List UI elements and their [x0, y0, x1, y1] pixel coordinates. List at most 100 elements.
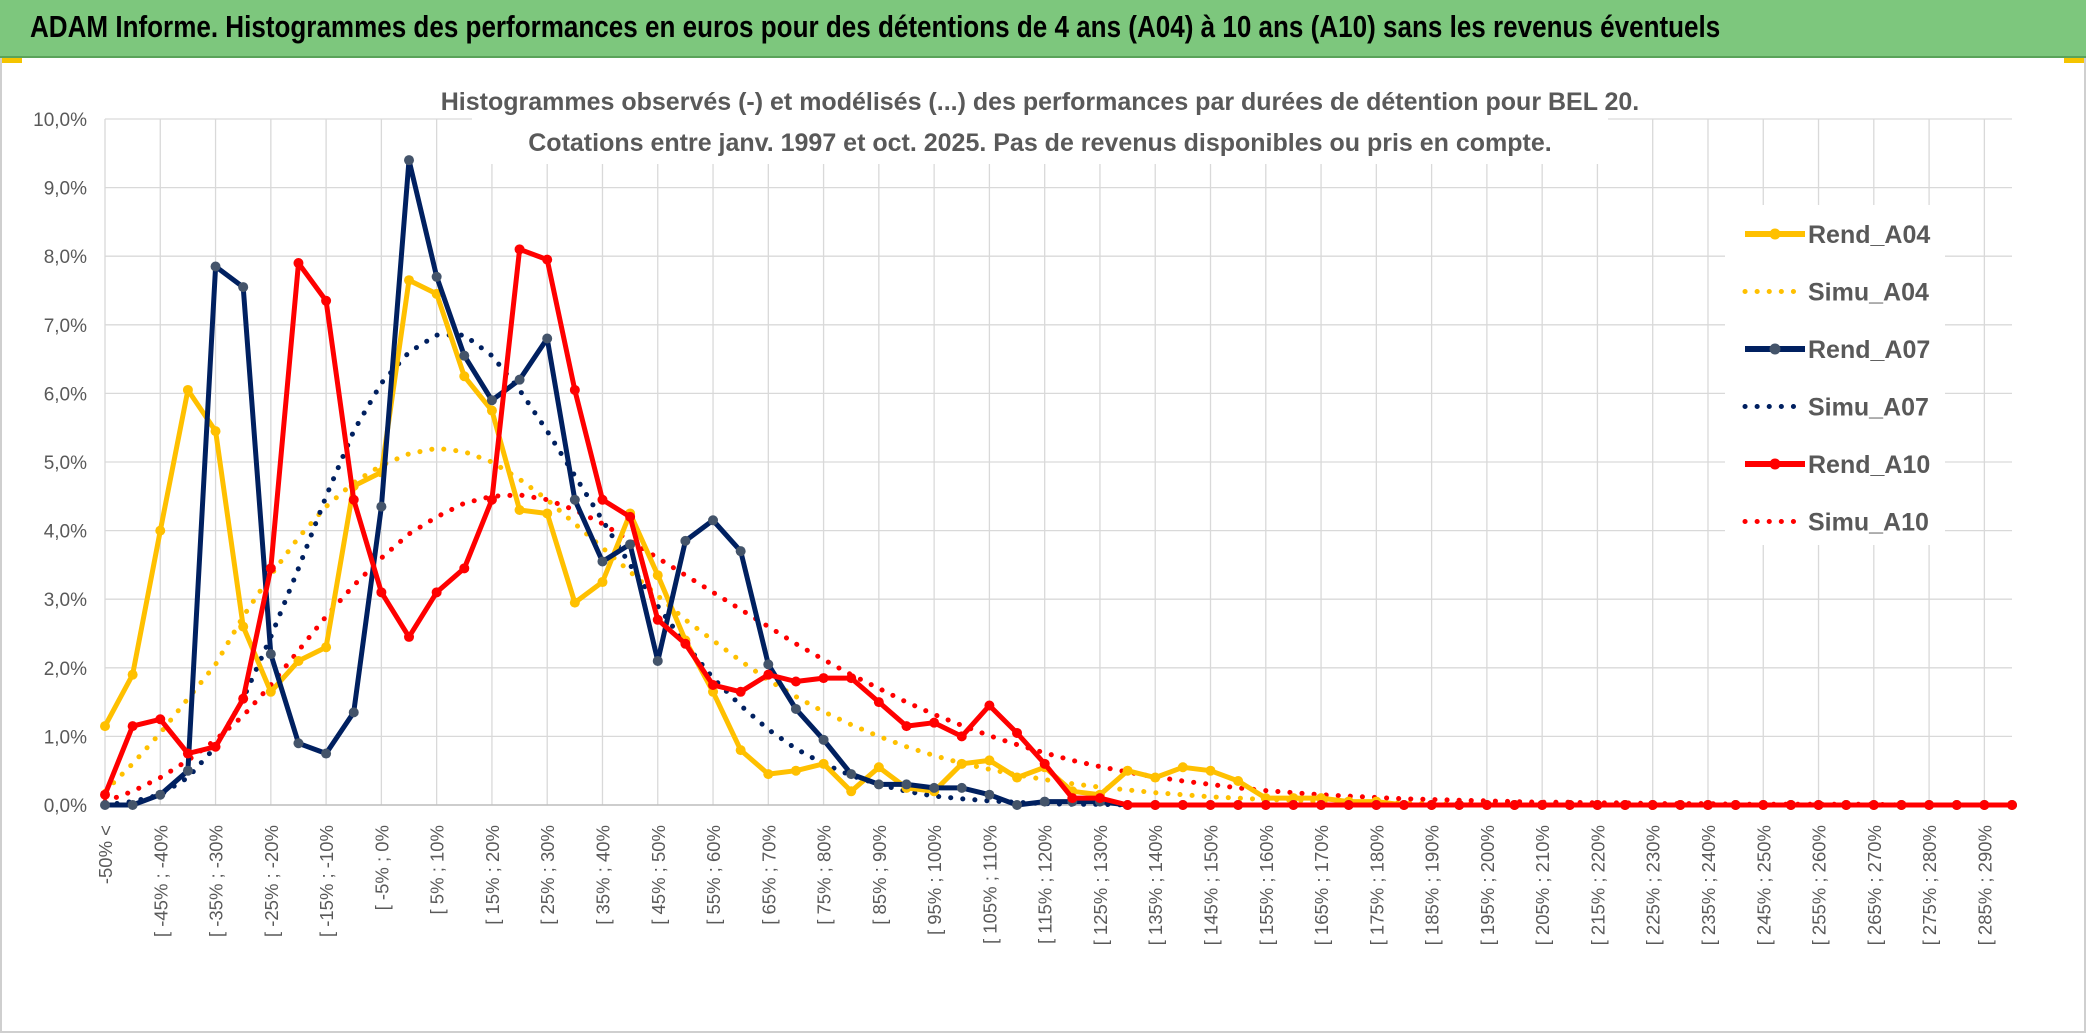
data-point — [956, 731, 967, 742]
data-point — [1426, 800, 1437, 810]
chart-title-line-1: Histogrammes observés (-) et modélisés (… — [441, 88, 1640, 116]
x-tick-label: [ 185% ; 190% — [1422, 825, 1443, 945]
x-tick-label: [ 205% ; 210% — [1532, 825, 1553, 945]
corner-marker — [2064, 58, 2084, 63]
x-tick-label: [ 85% ; 90% — [869, 825, 890, 925]
data-point — [431, 587, 442, 598]
chart-title-line-2: Cotations entre janv. 1997 et oct. 2025.… — [528, 129, 1551, 157]
data-point — [652, 655, 663, 666]
legend-item-rend-a07: Rend_A07 — [1745, 336, 1930, 364]
data-point — [790, 703, 801, 714]
data-point — [735, 745, 746, 756]
data-point — [1012, 727, 1023, 738]
data-point — [210, 741, 221, 752]
data-point — [514, 374, 525, 385]
data-point — [873, 779, 884, 790]
y-tick-label: 1,0% — [44, 727, 87, 748]
data-point — [155, 714, 166, 725]
data-point — [1813, 800, 1824, 810]
data-point — [321, 748, 332, 759]
legend-label: Rend_A04 — [1808, 221, 1930, 249]
data-point — [1841, 800, 1852, 810]
x-tick-label: [ -15% ; -10% — [316, 825, 337, 937]
data-point — [735, 546, 746, 557]
chart-title: Histogrammes observés (-) et modélisés (… — [441, 80, 1640, 164]
data-point — [1758, 800, 1769, 810]
data-point — [984, 700, 995, 711]
data-point — [818, 734, 829, 745]
data-point — [597, 494, 608, 505]
y-tick-label: 7,0% — [44, 316, 87, 337]
y-tick-label: 5,0% — [44, 453, 87, 474]
data-point — [1067, 793, 1078, 804]
legend-item-rend-a10: Rend_A10 — [1745, 451, 1930, 479]
data-point — [404, 155, 415, 166]
data-point — [1150, 800, 1161, 810]
data-point — [348, 494, 359, 505]
data-point — [652, 614, 663, 625]
x-axis: -50% < [ -45% ; -40% [ -35% ; -30% [ -25% ;… — [95, 825, 1995, 945]
data-point — [818, 758, 829, 769]
y-tick-label: 4,0% — [44, 522, 87, 543]
x-tick-label: [ 275% ; 280% — [1919, 825, 1940, 945]
data-point — [376, 501, 387, 512]
data-point — [155, 525, 166, 536]
legend-marker — [1769, 228, 1781, 240]
data-point — [265, 563, 276, 574]
data-point — [1233, 775, 1244, 786]
data-point — [901, 721, 912, 732]
y-axis: 0,0% 1,0% 2,0% 3,0% 4,0% 5,0% 6,0% 7,0% 8,0% 9,0%… — [33, 110, 87, 817]
data-point — [569, 494, 580, 505]
y-tick-label: 10,0% — [33, 110, 87, 131]
data-point — [1979, 800, 1990, 810]
data-point — [182, 748, 193, 759]
data-point — [1481, 800, 1492, 810]
data-point — [155, 789, 166, 800]
data-point — [1647, 800, 1658, 810]
data-point — [1896, 800, 1907, 810]
data-point — [514, 505, 525, 516]
data-point — [1122, 800, 1133, 810]
x-tick-label: [ 175% ; 180% — [1366, 825, 1387, 945]
data-point — [1620, 800, 1631, 810]
legend-label: Simu_A04 — [1808, 279, 1929, 307]
data-point — [238, 693, 249, 704]
y-tick-label: 8,0% — [44, 247, 87, 268]
data-point — [182, 384, 193, 395]
data-point — [763, 769, 774, 780]
data-point — [100, 721, 110, 732]
data-point — [901, 779, 912, 790]
y-tick-label: 3,0% — [44, 590, 87, 611]
data-point — [956, 758, 967, 769]
data-point — [1122, 765, 1133, 776]
legend-marker — [1769, 458, 1781, 470]
data-point — [708, 679, 719, 690]
data-point — [1012, 772, 1023, 783]
data-point — [2007, 800, 2017, 810]
series-rend-a10 — [100, 244, 2017, 810]
data-point — [1205, 800, 1216, 810]
legend-label: Rend_A07 — [1808, 336, 1930, 364]
x-tick-label: [ 195% ; 200% — [1477, 825, 1498, 945]
data-point — [265, 686, 276, 697]
x-tick-label: [ 35% ; 40% — [592, 825, 613, 925]
data-point — [625, 511, 636, 522]
legend-item-simu-a10: Simu_A10 — [1742, 509, 1929, 537]
page-title: ADAM Informe. Histogrammes des performan… — [30, 9, 1721, 44]
legend-marker — [1769, 343, 1781, 355]
data-point — [625, 539, 636, 550]
data-point — [127, 669, 138, 680]
data-point — [1233, 800, 1244, 810]
data-point — [321, 642, 332, 653]
data-point — [127, 800, 138, 810]
x-tick-label: [ 15% ; 20% — [482, 825, 503, 925]
x-tick-label: [ -35% ; -30% — [206, 825, 227, 937]
data-point — [1316, 793, 1327, 804]
data-point — [1730, 800, 1741, 810]
data-point — [376, 587, 387, 598]
x-tick-label: [ 105% ; 110% — [979, 825, 1000, 944]
legend-item-rend-a04: Rend_A04 — [1745, 221, 1930, 249]
data-point — [1316, 800, 1327, 810]
x-tick-label: [ 65% ; 70% — [758, 825, 779, 925]
data-point — [1039, 796, 1050, 807]
